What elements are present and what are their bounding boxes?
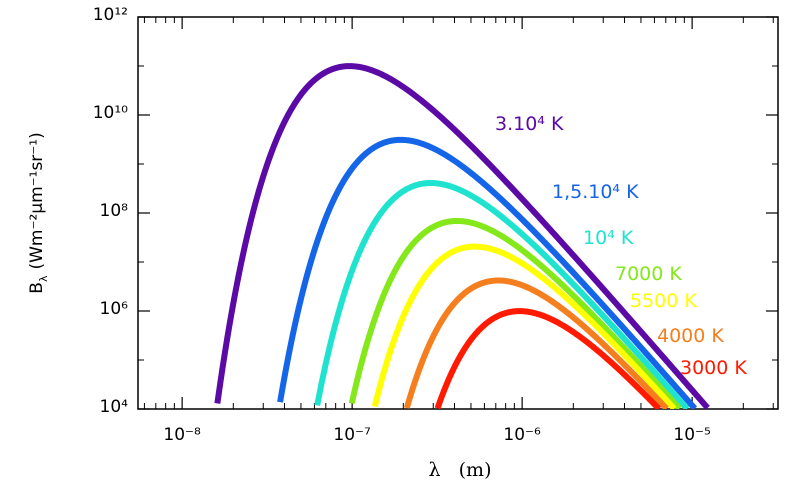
series-label: 3000 K: [680, 357, 747, 379]
x-tick-label: 10⁻⁸: [163, 425, 201, 445]
series-curve: [371, 243, 677, 409]
series-label: 7000 K: [615, 263, 682, 285]
series-curve: [314, 180, 690, 409]
y-tick-label: 10¹²: [93, 5, 128, 25]
y-tick-label: 10¹⁰: [93, 103, 128, 123]
y-axis-title: Bλ (Wm⁻²μm⁻¹sr⁻¹): [27, 132, 50, 293]
y-tick-label: 10⁶: [100, 299, 129, 319]
series-curve: [277, 136, 698, 409]
series-label: 5500 K: [630, 290, 697, 312]
x-tick-label: 10⁻⁶: [503, 425, 541, 445]
series-label: 3.10⁴ K: [495, 113, 564, 135]
series-curve: [214, 63, 710, 409]
series-label: 1,5.10⁴ K: [552, 181, 639, 203]
y-axis-units: (Wm⁻²μm⁻¹sr⁻¹): [27, 132, 47, 269]
axis-ticks: 10⁻⁸ 10⁻⁷ 10⁻⁶ 10⁻⁵ 10⁴ 10⁶ 10⁸ 10¹⁰ 10¹²: [93, 5, 778, 445]
series-curve: [348, 217, 682, 409]
x-tick-label: 10⁻⁷: [333, 425, 371, 445]
y-axis-subscript: λ: [37, 275, 50, 282]
series-label: 4000 K: [657, 325, 724, 347]
series-labels: 3.10⁴ K 1,5.10⁴ K 10⁴ K 7000 K 5500 K 4000 K 3…: [495, 113, 747, 379]
plot-frame: [137, 16, 779, 410]
series-curve: [403, 277, 669, 409]
y-tick-label: 10⁴: [100, 397, 129, 417]
series-curve: [434, 308, 662, 409]
y-axis-symbol: B: [27, 282, 47, 294]
x-axis-title: λ (m): [428, 459, 491, 481]
series-label: 10⁴ K: [583, 227, 634, 249]
series-curves: [214, 63, 710, 409]
y-tick-label: 10⁸: [100, 201, 129, 221]
x-tick-label: 10⁻⁵: [673, 425, 710, 445]
